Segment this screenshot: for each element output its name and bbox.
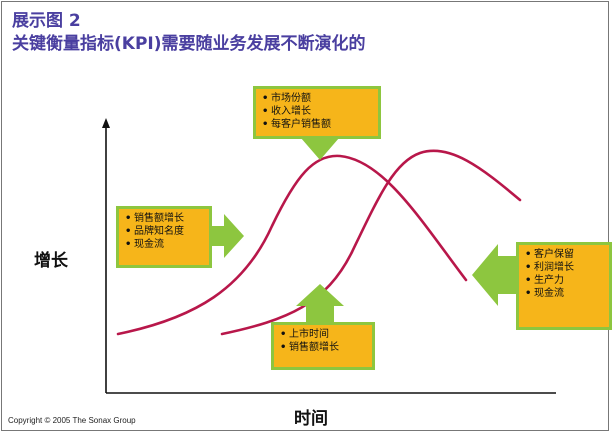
kpi-box-growth: • 销售额增长 • 品牌知名度 • 现金流 xyxy=(116,206,212,268)
arrow-left-right xyxy=(212,214,244,258)
y-axis-arrowhead xyxy=(102,118,110,128)
kpi-item: • 利润增长 xyxy=(525,262,574,273)
kpi-box-decline: • 客户保留 • 利润增长 • 生产力 • 现金流 xyxy=(516,242,612,330)
kpi-item: • 品牌知名度 xyxy=(125,226,184,237)
kpi-item: • 现金流 xyxy=(125,239,164,250)
exhibit-title: 展示图 2 xyxy=(12,11,81,31)
exhibit-subtitle: 关键衡量指标(KPI)需要随业务发展不断演化的 xyxy=(12,34,366,54)
kpi-item: • 收入增长 xyxy=(262,106,311,117)
kpi-box-launch: • 上市时间 • 销售额增长 xyxy=(271,322,375,370)
kpi-item: • 市场份额 xyxy=(262,93,311,104)
kpi-item: • 销售额增长 xyxy=(125,213,184,224)
kpi-item: • 每客户销售额 xyxy=(262,119,331,130)
copyright-notice: Copyright © 2005 The Sonax Group xyxy=(8,416,136,425)
arrow-right-left xyxy=(472,244,516,306)
kpi-item: • 客户保留 xyxy=(525,249,574,260)
growth-curve-second xyxy=(220,149,522,336)
kpi-box-maturity: • 市场份额 • 收入增长 • 每客户销售额 xyxy=(253,86,381,139)
x-axis-label: 时间 xyxy=(294,409,328,429)
kpi-item: • 上市时间 xyxy=(280,329,329,340)
y-axis-label: 增长 xyxy=(34,251,68,271)
kpi-item: • 生产力 xyxy=(525,275,564,286)
growth-curve-first xyxy=(116,154,468,336)
kpi-item: • 现金流 xyxy=(525,288,564,299)
kpi-item: • 销售额增长 xyxy=(280,342,339,353)
arrow-bottom-up xyxy=(296,284,344,322)
